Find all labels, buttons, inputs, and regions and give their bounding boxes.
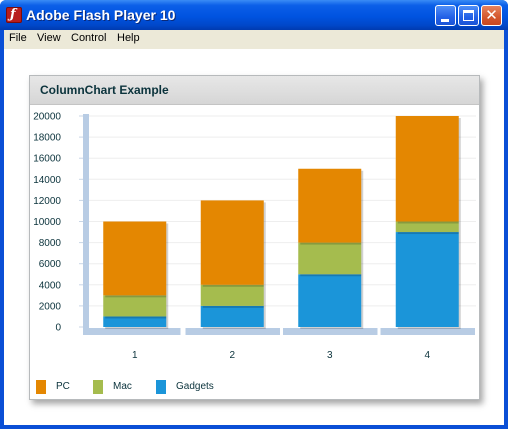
y-tick-label: 8000 (39, 238, 62, 249)
menu-help[interactable]: Help (117, 32, 140, 44)
x-tick-label: 4 (424, 350, 430, 361)
maximize-icon (463, 10, 474, 21)
legend-swatch-mac (93, 380, 103, 394)
menu-bar: File View Control Help (4, 30, 504, 49)
bar-mac (395, 221, 459, 233)
bar-pc (103, 221, 167, 296)
flash-icon: ƒ (6, 7, 22, 23)
column-chart: 0 2000 4000 6000 8000 10000 12000 14000 16000 180… (33, 112, 476, 361)
menu-view[interactable]: View (37, 32, 61, 44)
close-icon: ✕ (485, 6, 498, 24)
legend-label-mac: Mac (113, 381, 132, 392)
y-tick-label: 2000 (39, 301, 62, 312)
title-bar[interactable]: ƒ Adobe Flash Player 10 ✕ (0, 0, 508, 30)
chart-panel: ColumnChart Example 0 2000 4000 6000 8000 100… (29, 75, 480, 400)
y-tick-label: 4000 (39, 280, 62, 291)
bar-mac (298, 242, 362, 275)
x-tick-label: 3 (327, 350, 333, 361)
menu-file[interactable]: File (9, 32, 27, 44)
x-axis-segment (185, 328, 280, 335)
y-tick-label: 20000 (33, 112, 61, 123)
bar-pc (200, 200, 264, 285)
x-tick-label: 2 (229, 350, 235, 361)
minimize-icon (441, 19, 449, 22)
x-tick-label: 1 (132, 350, 138, 361)
minimize-button[interactable] (435, 5, 456, 26)
panel-header: ColumnChart Example (30, 76, 479, 105)
y-tick-label: 12000 (33, 196, 61, 207)
maximize-button[interactable] (458, 5, 479, 26)
x-axis-segment (283, 328, 378, 335)
legend-label-gadgets: Gadgets (176, 381, 214, 392)
y-tick-label: 0 (55, 323, 61, 334)
bar-gadgets (395, 232, 459, 327)
legend-swatch-gadgets (156, 380, 166, 394)
menu-control[interactable]: Control (71, 32, 107, 44)
close-button[interactable]: ✕ (481, 5, 502, 26)
y-tick-label: 10000 (33, 217, 61, 228)
panel-title: ColumnChart Example (40, 83, 169, 97)
bar-gadgets (200, 305, 264, 327)
y-tick-label: 14000 (33, 175, 61, 186)
window-title: Adobe Flash Player 10 (26, 7, 176, 23)
y-tick-label: 16000 (33, 154, 61, 165)
x-axis-segment (380, 328, 475, 335)
flash-stage: ColumnChart Example 0 2000 4000 6000 8000 100… (4, 49, 504, 425)
legend-label-pc: PC (56, 381, 70, 392)
bar-mac (103, 295, 167, 317)
y-tick-label: 6000 (39, 259, 62, 270)
x-axis-segment (86, 328, 181, 335)
y-tick-label: 18000 (33, 133, 61, 144)
bar-pc (395, 116, 459, 222)
legend-swatch-pc (36, 380, 46, 394)
bar-gadgets (298, 274, 362, 327)
bar-mac (200, 284, 264, 306)
y-axis-line (83, 114, 89, 335)
bar-pc (298, 168, 362, 243)
bar-gadgets (103, 316, 167, 327)
chart-legend: PC Mac Gadgets (30, 380, 479, 398)
